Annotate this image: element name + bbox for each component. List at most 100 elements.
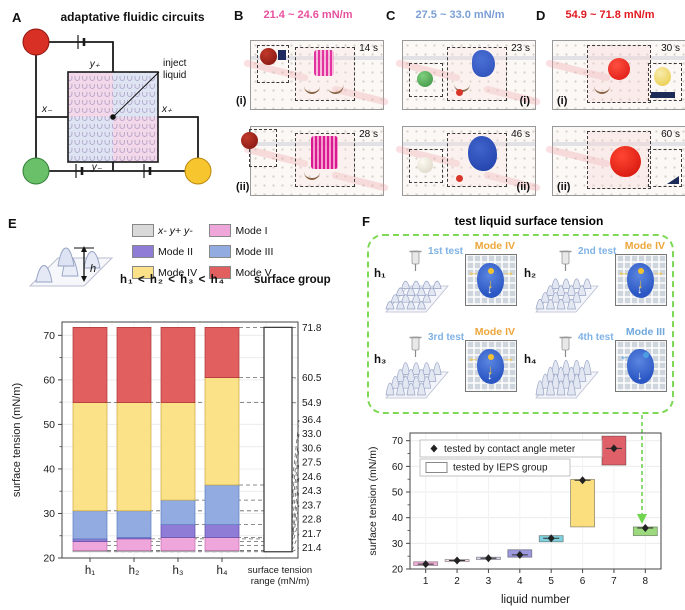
test-order-label: 2nd test [578,246,617,257]
array-dashed-box [295,47,355,101]
bar-segment [160,499,196,525]
range-labels: 71.8 60.5 54.9 36.4 33.0 30.6 27.5 24.6 24.3 23.7… [302,323,322,554]
circuit-wires [35,41,199,172]
frame-tag: (ii) [557,181,571,193]
legend-item: Mode IV [132,262,205,283]
svg-text:h₄: h₄ [216,565,227,577]
stacked-bars [72,326,240,553]
mode-photo: ← → ↓ ↓ [465,340,517,392]
channel-rail [403,56,535,60]
center-dot-icon [488,268,494,274]
bar-segment [204,484,240,525]
svg-text:surface tension (mN/m): surface tension (mN/m) [11,383,23,497]
tube-arc [304,83,320,94]
measured-point [516,550,524,559]
svg-text:surface tension: surface tension [248,565,312,576]
svg-text:20: 20 [392,565,404,576]
down-arrow-icon: ↓ [487,276,494,291]
frame-tag: (ii) [236,181,250,193]
white-down-arrow-icon: ↓ [487,284,493,296]
blue-drop [627,349,654,384]
yellow-reservoir [654,67,671,86]
experiment-photo: 23 s (i) [395,40,541,110]
svg-text:50: 50 [392,488,404,499]
legend-swatch [209,245,232,258]
left-arrow-icon: ← [467,264,480,279]
mode-label: Mode IV [474,240,515,252]
panel-F: F test liquid surface tension h₁ 1st tes… [356,212,685,610]
svg-text:8: 8 [643,576,649,587]
mode-photo: ← → ↓ ↓ [465,254,517,306]
bar-segment [72,402,108,512]
experiment-photo: 30 s (i) [545,40,685,110]
tube-arc [304,169,320,180]
svg-text:7: 7 [611,576,617,587]
bar-segment [72,541,108,551]
surface-group-label: surface group [254,274,331,286]
cone-array-icon [385,336,449,399]
panel-B-label: B [234,8,244,23]
svg-text:60: 60 [392,462,404,473]
red-reservoir-sphere [22,28,50,56]
svg-text:h₃: h₃ [172,565,183,577]
timestamp: 23 s [511,43,530,54]
syringe-icon [409,250,422,271]
panel-D-label: D [536,8,546,23]
bar-segment [116,402,152,512]
blue-liquid [468,136,497,171]
legend-item: x- y+ y- [132,220,205,241]
chart-legend: tested by contact angle meter tested by I… [419,439,603,477]
test-group-box: h₁ 1st test Mode IV ← → ↓ ↓ h₂ 2nd test … [367,234,674,414]
panel-B: B 21.4 ~ 24.6 mN/m 14 s (i) 28 s (ii) [234,0,389,210]
empty-reservoir [417,157,433,173]
mode-label: Mode III [625,326,665,338]
bar-segment [72,326,108,403]
experiment-photo: 14 s (i) [236,40,389,110]
liquid-range-boxes [413,435,658,569]
legend-item: Mode II [132,241,205,262]
panel-B-title: 21.4 ~ 24.6 mN/m [263,9,353,21]
svg-text:23.7: 23.7 [302,500,322,511]
green-arrow [637,415,647,524]
down-arrow-icon: ↓ [487,362,494,377]
plot-frame [409,432,662,570]
valve-block [651,92,675,98]
measured-point [484,554,492,563]
svg-text:54.9: 54.9 [302,398,322,409]
test-tile: h₂ 2nd test Mode IV ← → ↓ ↓ [522,238,669,320]
green-reservoir-sphere [22,157,50,185]
y-plus-label: y₊ [89,59,101,70]
right-arrow-icon: → [502,350,515,365]
plot-frame [61,321,299,559]
height-label: h [90,263,96,275]
cone-array-icon [535,250,599,313]
legend-swatch [132,224,154,237]
axes: 20 30 40 50 60 70 h₁ h₂ h₃ h₄ surface tensionrange… [11,330,312,587]
measured-point [579,476,587,485]
yellow-reservoir-sphere [184,157,212,185]
magenta-liquid [314,50,334,76]
array-dashed-box [447,47,507,101]
svg-text:60: 60 [43,374,55,386]
cone-array-illustration: h [28,246,114,287]
panel-D: D 54.9 ~ 71.8 mN/m 30 s (i) 60 s (ii) [536,0,685,210]
svg-text:60.5: 60.5 [302,373,322,384]
experiment-photo: 28 s (ii) [236,126,389,196]
panel-D-title: 54.9 ~ 71.8 mN/m [565,9,655,21]
reservoir-dashed-box [257,45,289,83]
height-tag: h₃ [374,354,387,366]
svg-text:30.6: 30.6 [302,443,322,454]
bar-segment [116,538,152,551]
white-down-arrow-icon: ↓ [487,370,493,382]
measured-point [453,556,461,565]
measured-point [422,560,430,569]
green-reservoir [417,71,433,87]
diamond-marker-icon [430,444,438,453]
test-order-label: 3rd test [428,332,465,343]
frame-tag: (ii) [516,181,530,193]
bar-segment [72,538,108,542]
axes: 20 30 40 50 60 70 1 2 3 4 5 6 7 8 liquid number surface… [367,436,649,606]
legend-label: x- y+ y- [158,224,193,237]
array-dashed-box [447,133,507,187]
svg-text:36.4: 36.4 [302,415,322,426]
